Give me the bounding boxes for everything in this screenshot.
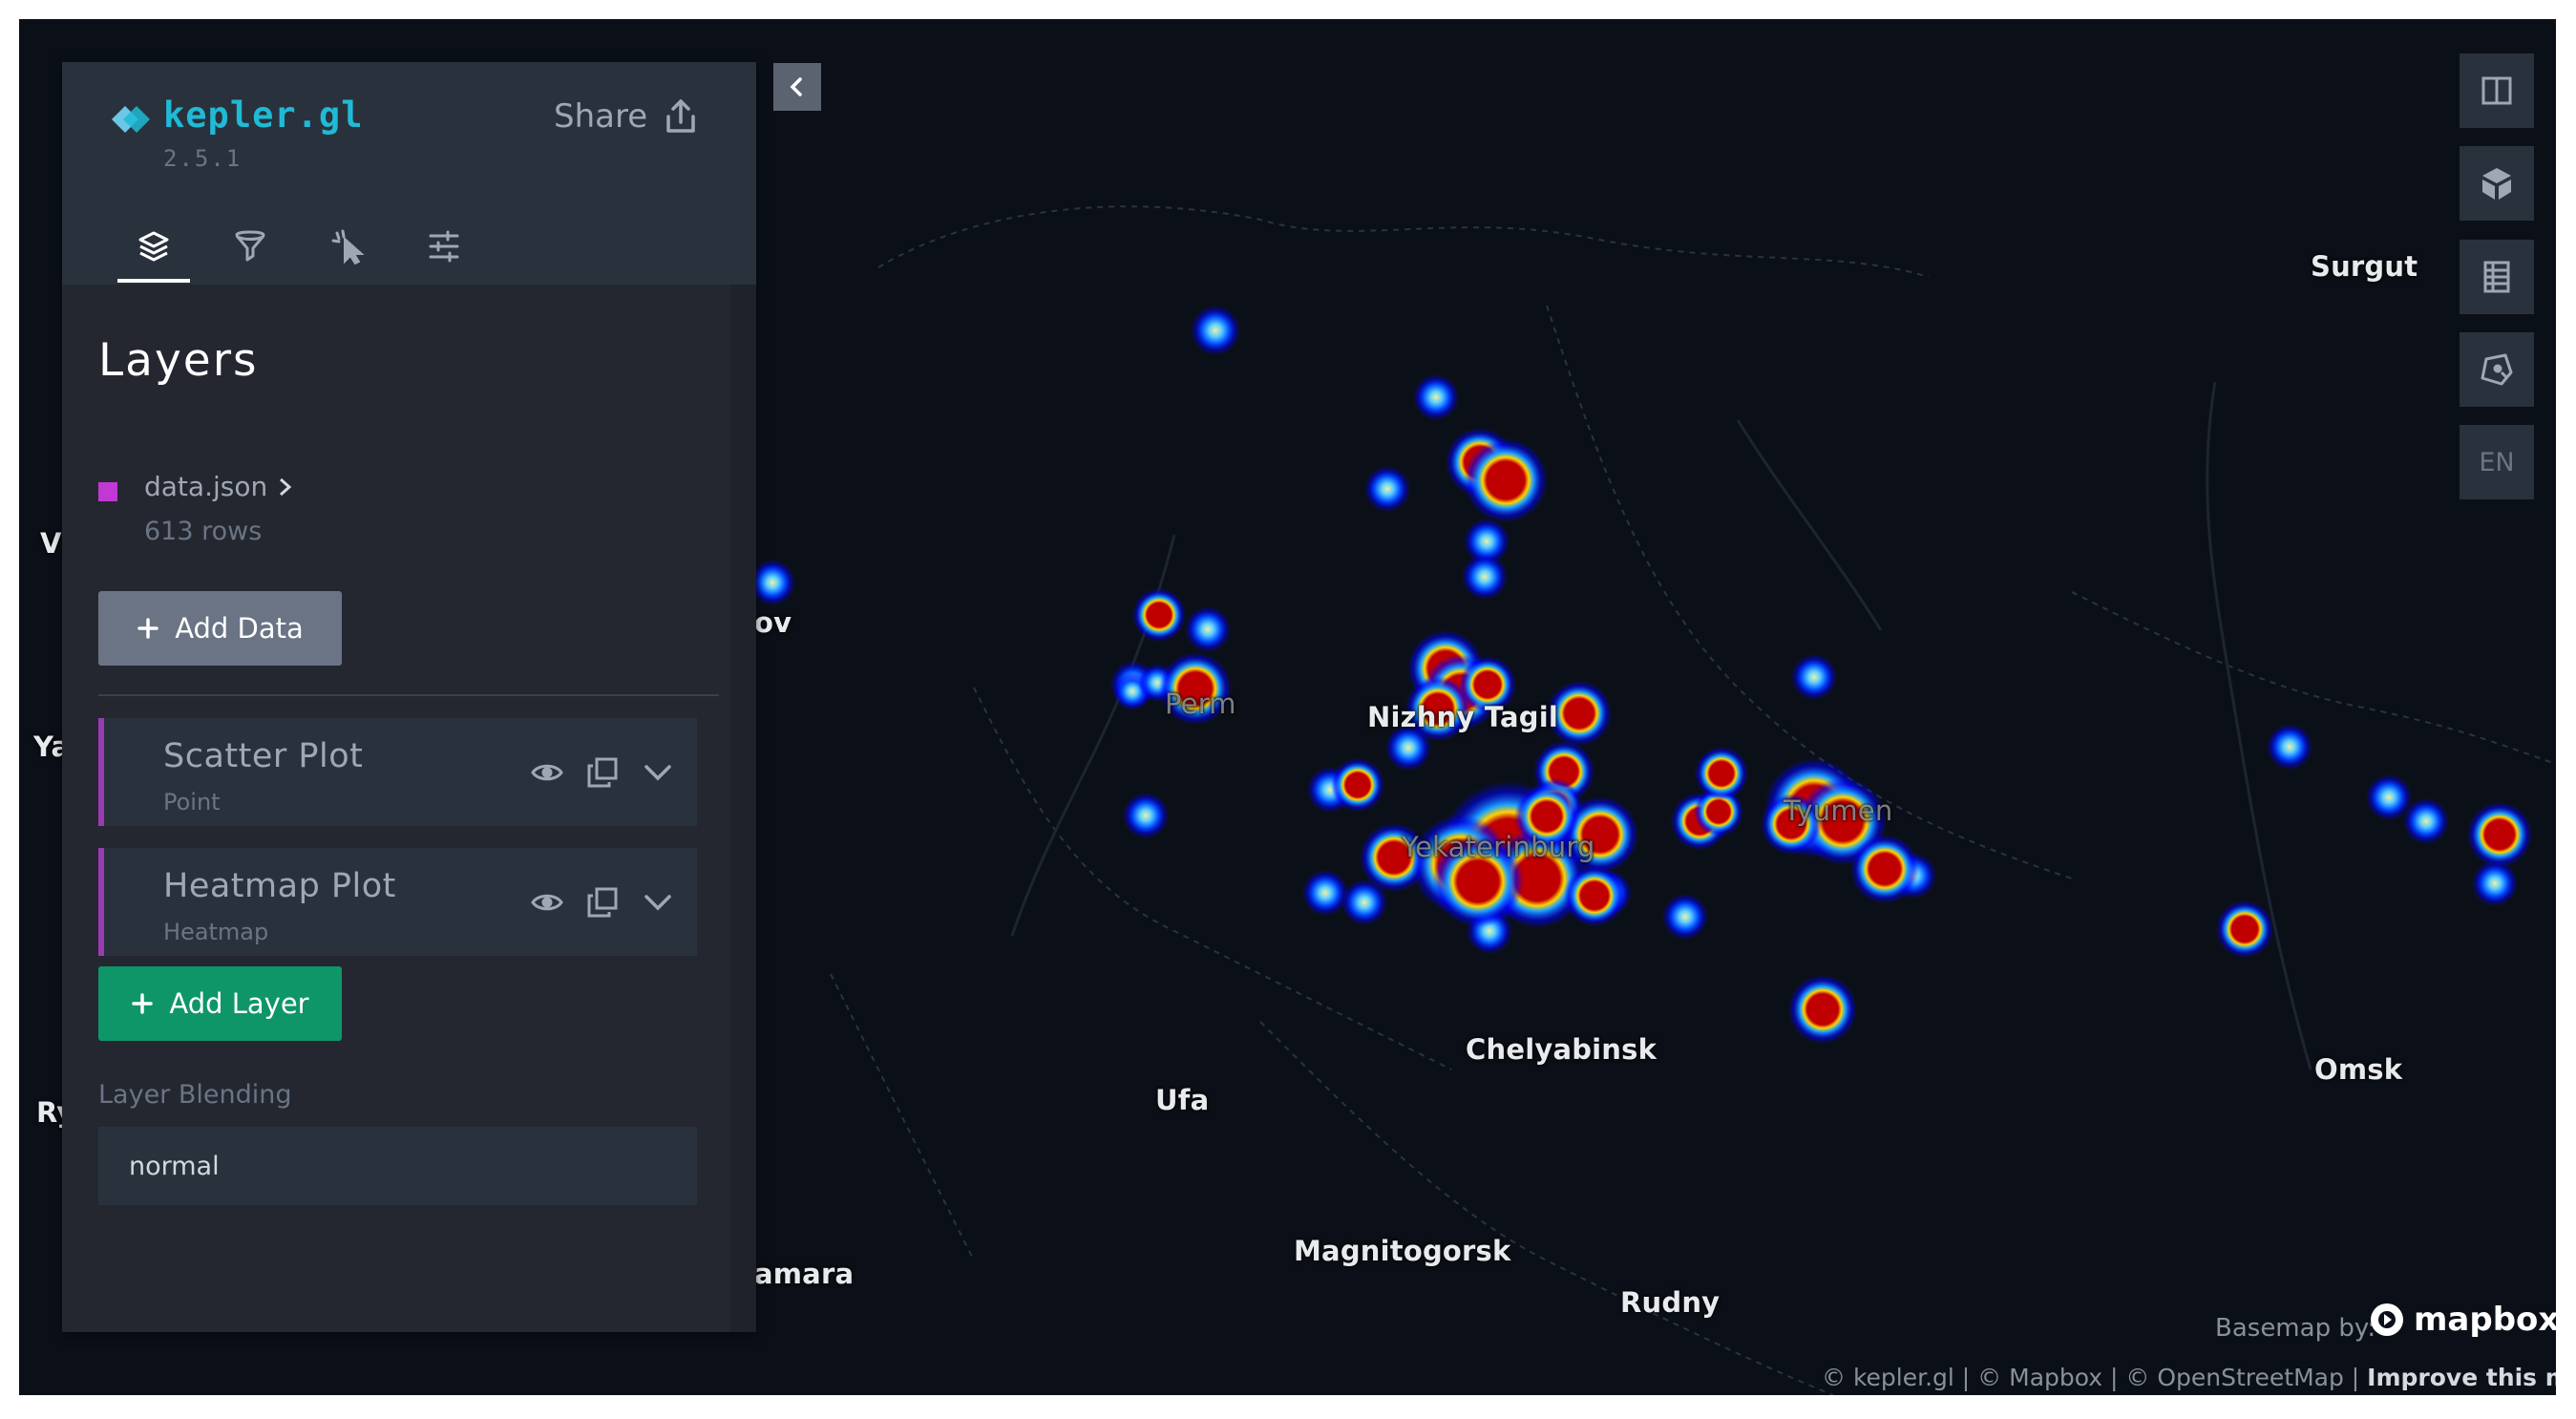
map-canvas[interactable] (19, 19, 2556, 1395)
map-label-tyumen: Tyumen (1784, 794, 1893, 827)
3d-view-button[interactable] (2460, 146, 2534, 221)
legend-icon (2483, 261, 2510, 293)
app-name[interactable]: kepler.gl (163, 95, 364, 136)
map-label-omsk: Omsk (2314, 1053, 2403, 1086)
plus-icon (132, 993, 154, 1014)
add-data-button[interactable]: Add Data (98, 591, 342, 666)
cube-icon (2482, 168, 2511, 200)
panel-scrollbar[interactable] (730, 285, 756, 1332)
improve-map-link[interactable]: Improve this map (2367, 1364, 2556, 1391)
map-label-surgut: Surgut (2311, 250, 2418, 283)
side-panel: kepler.gl 2.5.1 Share (62, 62, 756, 1332)
map-label-magnitogorsk: Magnitogorsk (1294, 1235, 1511, 1267)
legend-button[interactable] (2460, 240, 2534, 314)
mapbox-icon (2371, 1303, 2403, 1336)
map-label-nizhny-tagil: Nizhny Tagil (1367, 701, 1559, 733)
map-label-ufa: Ufa (1155, 1084, 1210, 1116)
panel-title: Layers (98, 334, 259, 387)
map-viewport[interactable]: Surgut Perm Nizhny Tagil Yekaterinburg T… (19, 19, 2556, 1395)
filter-icon (235, 230, 265, 262)
cursor-icon (331, 229, 365, 265)
language-label: EN (2479, 447, 2515, 477)
plus-icon (137, 618, 158, 639)
share-icon (666, 99, 695, 133)
map-label-partial-v: V (40, 527, 62, 560)
mapbox-logo[interactable]: mapbox (2368, 1301, 2556, 1339)
chevron-right-icon (280, 477, 292, 496)
basemap-label: Basemap by: (2215, 1314, 2376, 1343)
map-label-yekaterinburg: Yekaterinburg (1402, 831, 1595, 863)
collapse-panel-button[interactable] (773, 63, 821, 111)
draw-polygon-icon (2481, 353, 2513, 386)
mapbox-label: mapbox (2414, 1301, 2556, 1339)
map-label-perm: Perm (1165, 688, 1236, 720)
layers-icon (138, 231, 169, 262)
layer-name[interactable]: Heatmap Plot (163, 867, 396, 905)
map-attribution: © kepler.gl | © Mapbox | © OpenStreetMap… (1822, 1364, 2556, 1391)
tab-interactions[interactable] (315, 213, 382, 280)
layer-type: Point (163, 789, 221, 815)
tab-filters[interactable] (217, 213, 284, 280)
share-label: Share (554, 97, 648, 136)
layer-type: Heatmap (163, 919, 269, 945)
chevron-down-icon[interactable] (640, 754, 676, 791)
dataset-title[interactable]: data.json (144, 471, 294, 502)
chevron-left-icon (790, 77, 802, 96)
map-label-samara: amara (754, 1258, 855, 1290)
rivers (1010, 381, 2312, 1070)
divider (98, 694, 719, 696)
layer-card-scatter[interactable]: Scatter Plot Point (98, 718, 697, 826)
language-button[interactable]: EN (2460, 425, 2534, 499)
map-label-chelyabinsk: Chelyabinsk (1466, 1033, 1658, 1066)
add-layer-label: Add Layer (169, 987, 309, 1020)
eye-icon[interactable] (529, 754, 565, 791)
layer-blending-select[interactable]: normal (98, 1127, 697, 1205)
tab-base-map[interactable] (411, 213, 477, 280)
dataset-name: data.json (144, 471, 268, 502)
heatmap-points (750, 306, 2532, 1044)
share-button[interactable]: Share (554, 93, 701, 140)
layer-name[interactable]: Scatter Plot (163, 737, 364, 775)
kepler-logo-icon (112, 106, 150, 133)
draw-polygon-button[interactable] (2460, 332, 2534, 407)
split-map-icon (2481, 76, 2512, 105)
map-label-rudny: Rudny (1620, 1286, 1721, 1319)
tab-layers[interactable] (117, 213, 190, 283)
app-version: 2.5.1 (163, 145, 243, 172)
region-boundaries (830, 205, 2556, 1395)
eye-icon[interactable] (529, 884, 565, 921)
layer-blending-label: Layer Blending (98, 1080, 292, 1110)
dataset-color-swatch (98, 482, 117, 501)
add-data-label: Add Data (175, 612, 304, 645)
attribution-credits[interactable]: © kepler.gl | © Mapbox | © OpenStreetMap… (1822, 1364, 2368, 1391)
split-map-button[interactable] (2460, 53, 2534, 128)
duplicate-icon[interactable] (584, 754, 621, 791)
dataset-row-count: 613 rows (144, 517, 263, 546)
chevron-down-icon[interactable] (640, 884, 676, 921)
duplicate-icon[interactable] (584, 884, 621, 921)
panel-header: kepler.gl 2.5.1 Share (62, 62, 756, 285)
layer-card-heatmap[interactable]: Heatmap Plot Heatmap (98, 848, 697, 956)
sliders-icon (429, 230, 459, 263)
add-layer-button[interactable]: Add Layer (98, 966, 342, 1041)
map-label-partial-ov: ov (754, 606, 792, 639)
